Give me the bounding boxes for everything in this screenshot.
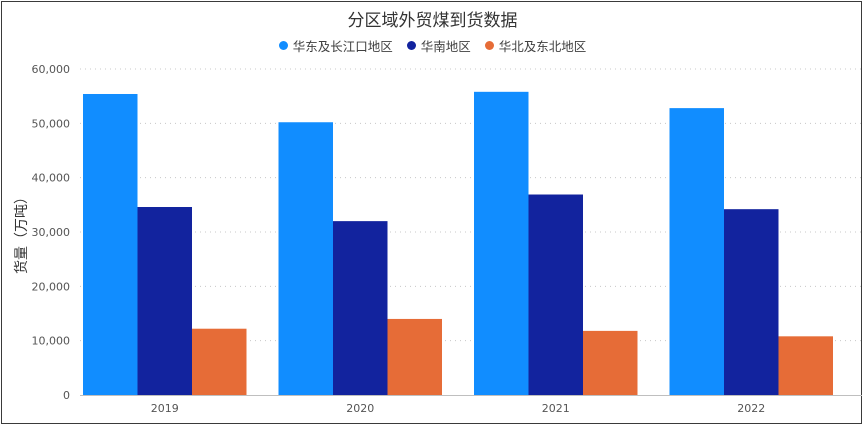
y-tick-label: 40,000 [32, 172, 71, 185]
bar-2020-series-1[interactable] [333, 221, 388, 395]
bar-2020-series-2[interactable] [387, 318, 443, 395]
legend-label-series-0: 华东及长江口地区 [292, 39, 393, 54]
legend-label-series-2: 华北及东北地区 [498, 39, 587, 54]
y-tick-label: 0 [63, 389, 70, 402]
bar-2019-series-2[interactable] [192, 328, 247, 395]
bar-2021-series-1[interactable] [528, 194, 584, 395]
x-tick-label: 2020 [346, 402, 374, 415]
bars [83, 91, 834, 396]
bar-2021-series-2[interactable] [583, 330, 638, 395]
y-tick-label: 60,000 [32, 63, 71, 76]
y-axis-ticks: 0 10,000 20,000 30,000 40,000 50,000 60,000 [32, 63, 71, 402]
legend-marker-series-1 [406, 41, 416, 50]
legend-item-series-1[interactable]: 华南地区 [406, 36, 471, 55]
bar-2019-series-0[interactable] [83, 93, 138, 395]
x-axis-ticks: 2019 2020 2021 2022 [151, 402, 766, 415]
chart-title: 分区域外贸煤到货数据 [347, 11, 518, 31]
x-tick-label: 2019 [151, 402, 179, 415]
y-tick-label: 50,000 [32, 117, 71, 130]
bar-2022-series-0[interactable] [669, 108, 725, 396]
y-axis-label: 货量（万吨） [13, 190, 30, 274]
legend-marker-series-0 [278, 41, 288, 50]
x-tick-label: 2022 [737, 402, 765, 415]
bar-2022-series-2[interactable] [778, 336, 834, 395]
legend-label-series-1: 华南地区 [420, 39, 471, 54]
bar-2022-series-1[interactable] [724, 209, 779, 395]
legend-marker-series-2 [484, 41, 494, 50]
x-tick-label: 2021 [542, 402, 570, 415]
legend-item-series-2[interactable]: 华北及东北地区 [484, 36, 587, 55]
y-tick-label: 20,000 [32, 280, 71, 293]
bar-2020-series-0[interactable] [278, 122, 334, 395]
bar-2021-series-0[interactable] [474, 91, 529, 395]
bar-2019-series-1[interactable] [137, 207, 193, 395]
legend-item-series-0[interactable]: 华东及长江口地区 [278, 36, 393, 55]
chart-legend: 华东及长江口地区 华南地区 华北及东北地区 [0, 36, 865, 55]
y-tick-label: 30,000 [32, 226, 71, 239]
y-tick-label: 10,000 [32, 335, 71, 348]
